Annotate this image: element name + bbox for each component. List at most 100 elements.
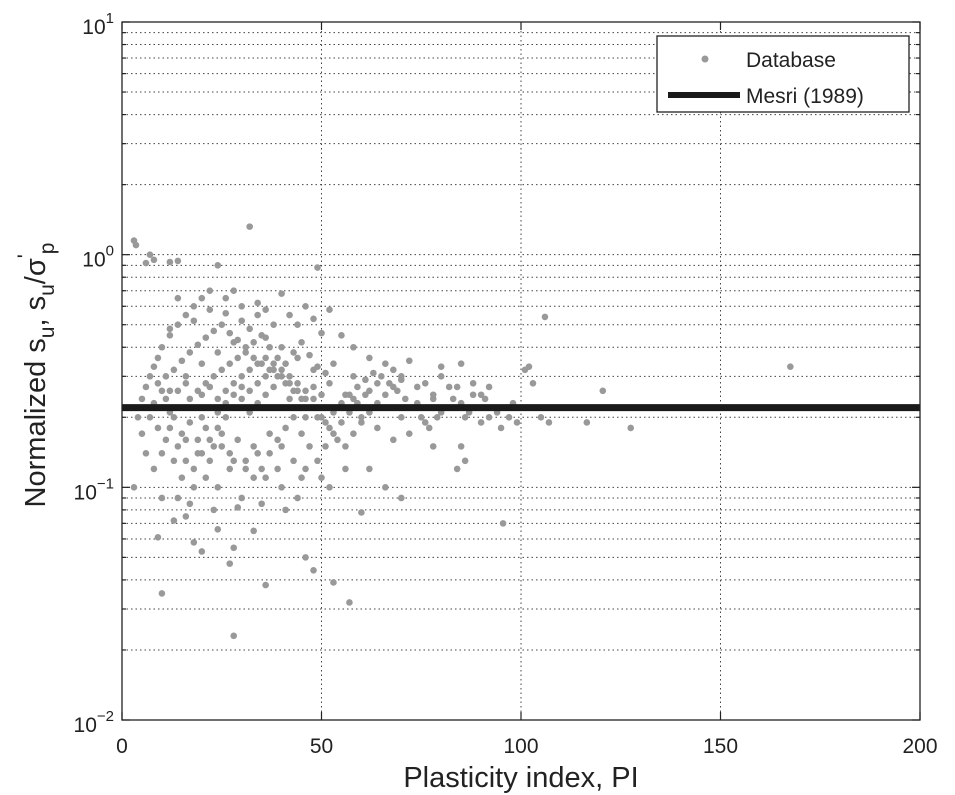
database-point <box>210 506 218 514</box>
database-point <box>545 419 553 426</box>
y-axis-label: Normalized su, su/σ'p <box>14 243 59 508</box>
database-point <box>162 395 170 403</box>
database-point <box>198 360 206 367</box>
database-point <box>214 395 222 403</box>
database-point <box>262 474 269 482</box>
y-tick-label-base: 10 <box>74 714 97 737</box>
database-point <box>154 424 162 432</box>
database-point <box>529 379 537 387</box>
database-point <box>346 391 353 399</box>
database-point <box>499 520 507 527</box>
database-point <box>350 430 357 438</box>
database-point <box>174 321 182 329</box>
database-point <box>282 379 289 387</box>
database-point <box>146 251 154 258</box>
database-point <box>218 366 226 374</box>
database-point <box>278 343 285 351</box>
y-axis-label-part: ' <box>14 254 37 258</box>
database-point <box>294 379 301 387</box>
database-point <box>366 465 373 473</box>
database-point <box>214 349 222 356</box>
y-tick-label-exponent: 1 <box>106 10 114 27</box>
database-point <box>234 436 242 444</box>
database-point <box>390 436 397 444</box>
database-point <box>461 413 469 421</box>
database-point <box>142 450 150 457</box>
database-point <box>382 391 389 399</box>
database-point <box>445 383 453 391</box>
database-point <box>461 457 469 465</box>
database-point <box>350 343 357 351</box>
y-tick-label: 10−2 <box>74 708 114 737</box>
database-point <box>398 494 405 502</box>
database-point <box>174 494 182 502</box>
database-point <box>787 363 794 370</box>
database-point <box>326 379 333 387</box>
database-point <box>627 424 635 432</box>
database-point <box>457 443 465 450</box>
database-point <box>250 527 257 535</box>
database-point <box>290 457 297 465</box>
database-point <box>302 387 309 395</box>
database-point <box>274 436 281 444</box>
legend-label-database: Database <box>746 49 836 72</box>
database-point <box>234 336 242 344</box>
y-axis-label-part: p <box>36 243 59 255</box>
database-point <box>246 387 253 395</box>
legend-label-mesri: Mesri (1989) <box>746 85 864 108</box>
database-point <box>298 430 305 438</box>
database-point <box>206 383 214 391</box>
database-point <box>214 484 222 491</box>
database-point <box>314 457 321 465</box>
database-point <box>226 560 234 567</box>
database-point <box>266 430 273 438</box>
database-point <box>429 391 437 399</box>
database-point <box>266 343 273 351</box>
database-point <box>302 413 309 421</box>
database-point <box>210 327 218 335</box>
database-point <box>326 484 333 491</box>
database-point <box>290 387 297 395</box>
database-point <box>198 294 206 302</box>
database-point <box>158 590 166 597</box>
database-point <box>497 424 505 432</box>
database-point <box>314 264 321 271</box>
database-point <box>198 391 206 399</box>
database-point <box>322 419 329 426</box>
database-point <box>234 504 242 511</box>
database-point <box>202 424 210 432</box>
database-point <box>278 366 285 374</box>
database-point <box>182 311 190 319</box>
database-point <box>425 424 433 432</box>
database-point <box>262 581 269 589</box>
database-point <box>433 413 441 421</box>
x-tick-label: 150 <box>703 735 738 758</box>
database-point <box>130 484 138 491</box>
database-point <box>222 413 230 421</box>
database-point <box>294 354 301 362</box>
database-point <box>362 376 369 384</box>
database-point <box>254 450 261 457</box>
database-point <box>250 339 257 346</box>
database-point <box>150 256 158 264</box>
database-point <box>142 383 150 391</box>
database-point <box>302 465 309 473</box>
database-point <box>505 413 513 421</box>
database-point <box>366 387 373 395</box>
database-point <box>250 443 257 450</box>
legend: Database Mesri (1989) <box>656 35 910 113</box>
database-point <box>541 313 549 321</box>
database-point <box>302 302 309 310</box>
database-point <box>246 223 253 230</box>
database-point <box>182 379 190 387</box>
database-point <box>154 354 162 362</box>
database-point <box>158 343 166 351</box>
database-point <box>421 419 429 426</box>
database-point <box>250 474 257 482</box>
database-point <box>238 395 245 403</box>
y-tick-label-base: 10 <box>74 481 97 504</box>
database-point <box>282 360 289 367</box>
database-point <box>166 325 174 333</box>
database-point <box>350 373 357 380</box>
y-tick-label-exponent: −2 <box>97 708 114 725</box>
